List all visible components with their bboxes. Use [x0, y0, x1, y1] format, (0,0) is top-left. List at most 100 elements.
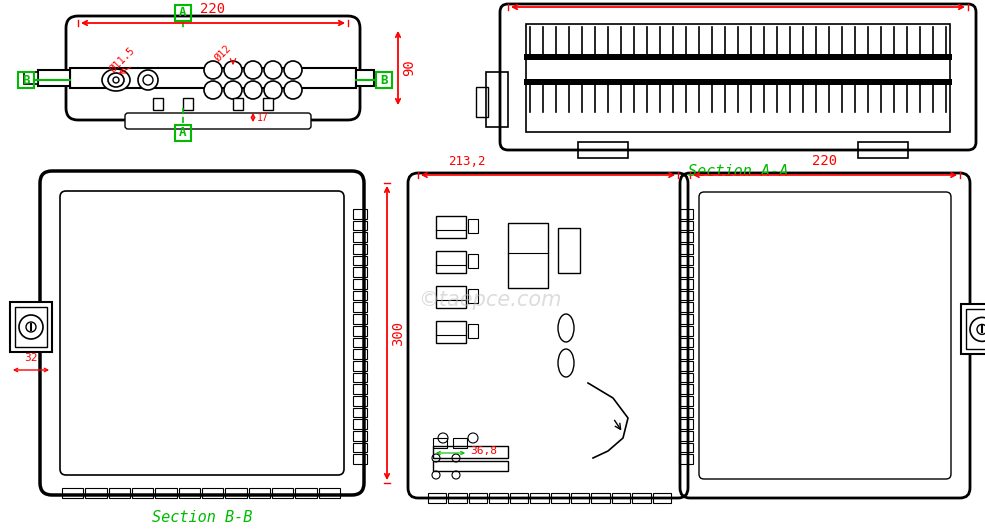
Bar [353, 209, 367, 219]
Circle shape [204, 81, 222, 99]
Bar [578, 142, 628, 158]
Bar [436, 321, 466, 343]
Bar [353, 338, 367, 347]
Bar [353, 396, 367, 405]
Bar [632, 493, 650, 503]
Bar [353, 443, 367, 452]
Bar [468, 219, 478, 233]
Bar [433, 446, 508, 458]
Bar [433, 461, 508, 471]
Bar [353, 291, 367, 301]
Bar [436, 216, 466, 238]
Bar [353, 431, 367, 440]
Bar [272, 488, 294, 498]
Bar [233, 98, 243, 110]
Text: Ø12: Ø12 [213, 43, 233, 63]
Bar [453, 438, 467, 448]
Text: 90: 90 [402, 60, 416, 76]
Text: A: A [179, 6, 187, 20]
Text: 220: 220 [813, 154, 837, 168]
Bar [296, 488, 316, 498]
Bar [476, 87, 488, 117]
Text: 36,8: 36,8 [470, 446, 497, 456]
Bar [448, 493, 467, 503]
Bar [24, 72, 38, 84]
Bar [509, 493, 528, 503]
Text: 213,2: 213,2 [448, 155, 486, 168]
Circle shape [19, 315, 43, 339]
Bar [858, 142, 908, 158]
Circle shape [224, 61, 242, 79]
Text: Section A-A: Section A-A [688, 164, 788, 180]
Bar [353, 220, 367, 231]
Bar [436, 286, 466, 308]
Bar [679, 279, 693, 289]
Bar [679, 396, 693, 405]
Bar [353, 303, 367, 312]
Bar [591, 493, 610, 503]
Bar [679, 326, 693, 335]
Bar [15, 307, 47, 347]
Circle shape [244, 61, 262, 79]
Bar [679, 431, 693, 440]
Bar [353, 373, 367, 382]
Bar [70, 68, 356, 88]
Ellipse shape [113, 77, 119, 83]
Bar [679, 209, 693, 219]
Bar [679, 384, 693, 394]
Bar [524, 79, 952, 85]
Bar [10, 302, 52, 352]
Bar [612, 493, 630, 503]
Circle shape [284, 81, 302, 99]
Bar [156, 488, 176, 498]
Bar [679, 338, 693, 347]
Bar [524, 54, 952, 60]
Ellipse shape [108, 73, 124, 87]
Bar [679, 232, 693, 242]
Text: Ø11.5: Ø11.5 [108, 46, 138, 75]
Bar [526, 24, 950, 132]
Bar [353, 384, 367, 394]
Bar [679, 373, 693, 382]
Bar [679, 314, 693, 324]
Bar [679, 268, 693, 277]
Bar [353, 268, 367, 277]
Bar [679, 349, 693, 359]
Bar [653, 493, 671, 503]
Bar [679, 454, 693, 464]
Circle shape [244, 81, 262, 99]
Bar [175, 125, 191, 141]
Bar [353, 361, 367, 370]
Bar [436, 251, 466, 273]
Bar [175, 5, 191, 21]
Bar [558, 228, 580, 273]
Bar [966, 310, 985, 349]
Bar [353, 419, 367, 429]
Bar [248, 488, 270, 498]
Text: 32: 32 [25, 353, 37, 363]
Bar [679, 303, 693, 312]
Bar [679, 419, 693, 429]
Bar [353, 232, 367, 242]
Circle shape [264, 61, 282, 79]
Text: 17: 17 [257, 113, 269, 123]
Bar [353, 256, 367, 266]
Circle shape [264, 81, 282, 99]
Bar [108, 488, 130, 498]
Circle shape [138, 70, 158, 90]
Bar [178, 488, 200, 498]
Bar [468, 254, 478, 268]
Bar [679, 256, 693, 266]
Bar [353, 408, 367, 417]
Bar [132, 488, 154, 498]
Text: ©taepce.com: ©taepce.com [419, 290, 561, 310]
Bar [86, 488, 106, 498]
Bar [38, 70, 70, 86]
Bar [263, 98, 273, 110]
Text: B: B [23, 74, 30, 86]
Bar [428, 493, 446, 503]
Text: B: B [380, 74, 388, 86]
Bar [679, 244, 693, 254]
Circle shape [204, 61, 222, 79]
Ellipse shape [102, 69, 130, 91]
